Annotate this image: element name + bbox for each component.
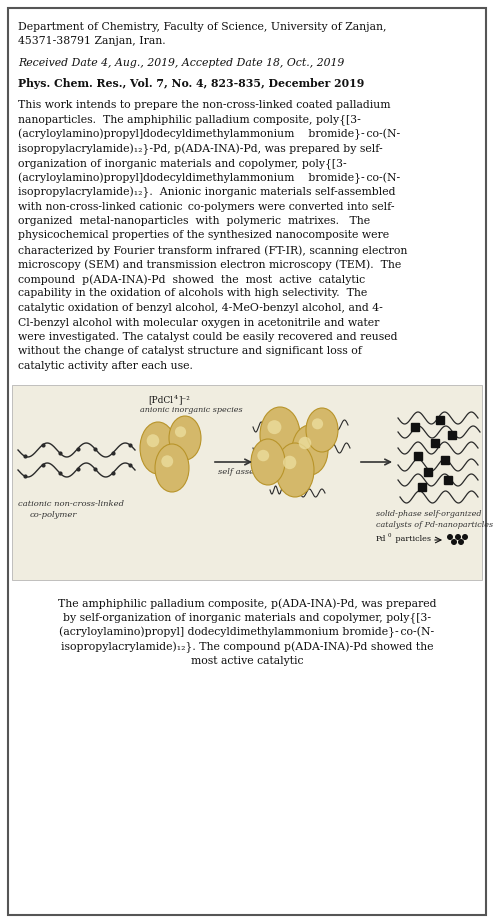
Ellipse shape (267, 420, 282, 434)
Text: catalysts of Pd-nanoparticles: catalysts of Pd-nanoparticles (376, 521, 493, 529)
Text: self assembly: self assembly (218, 468, 275, 476)
Ellipse shape (161, 455, 173, 467)
Text: compound  p(ADA-INA)-Pd  showed  the  most  active  catalytic: compound p(ADA-INA)-Pd showed the most a… (18, 274, 365, 284)
Bar (12, 385, 482, 580)
Text: Cl-benzyl alcohol with molecular oxygen in acetonitrile and water: Cl-benzyl alcohol with molecular oxygen … (18, 318, 379, 328)
Text: with non-cross-linked cationic  co-polymers were converted into self-: with non-cross-linked cationic co-polyme… (18, 201, 395, 211)
Text: (acryloylamino)propyl]dodecyldimethylammonium    bromide}- co-(N-: (acryloylamino)propyl]dodecyldimethylamm… (18, 173, 400, 184)
Bar (448, 431, 456, 439)
Text: anionic inorganic species: anionic inorganic species (140, 406, 243, 414)
Text: [PdCl: [PdCl (148, 395, 173, 404)
Text: organized  metal-nanoparticles  with  polymeric  matrixes.   The: organized metal-nanoparticles with polym… (18, 216, 370, 226)
Text: isopropylacrylamide)₁₂}-Pd, p(ADA-INA)-Pd, was prepared by self-: isopropylacrylamide)₁₂}-Pd, p(ADA-INA)-P… (18, 143, 383, 155)
Text: Phys. Chem. Res., Vol. 7, No. 4, 823-835, December 2019: Phys. Chem. Res., Vol. 7, No. 4, 823-835… (18, 78, 364, 89)
Text: capability in the oxidation of alcohols with high selectivity.  The: capability in the oxidation of alcohols … (18, 289, 367, 298)
Text: physicochemical properties of the synthesized nanocomposite were: physicochemical properties of the synthe… (18, 231, 389, 241)
Text: isopropylacrylamide)₁₂}.  Anionic inorganic materials self-assembled: isopropylacrylamide)₁₂}. Anionic inorgan… (18, 187, 396, 198)
Text: organization of inorganic materials and copolymer, poly{[3-: organization of inorganic materials and … (18, 158, 347, 169)
Bar (418, 483, 426, 491)
Circle shape (458, 539, 464, 545)
Circle shape (447, 534, 453, 540)
Text: (acryloylamino)propyl] dodecyldimethylammonium bromide}- co-(N-: (acryloylamino)propyl] dodecyldimethylam… (59, 627, 435, 639)
Ellipse shape (147, 434, 159, 448)
Ellipse shape (140, 422, 176, 474)
Ellipse shape (276, 443, 314, 497)
Text: Pd: Pd (376, 535, 386, 543)
Bar (444, 476, 452, 484)
Text: isopropylacrylamide)₁₂}. The compound p(ADA-INA)-Pd showed the: isopropylacrylamide)₁₂}. The compound p(… (61, 641, 433, 653)
Circle shape (451, 539, 457, 545)
Text: cationic non-cross-linked: cationic non-cross-linked (18, 500, 124, 508)
Ellipse shape (175, 426, 186, 438)
Text: without the change of catalyst structure and significant loss of: without the change of catalyst structure… (18, 346, 362, 356)
Ellipse shape (306, 408, 338, 452)
Text: characterized by Fourier transform infrared (FT-IR), scanning electron: characterized by Fourier transform infra… (18, 245, 408, 256)
Circle shape (462, 534, 468, 540)
Ellipse shape (299, 437, 311, 450)
Ellipse shape (169, 416, 201, 460)
Text: catalytic activity after each use.: catalytic activity after each use. (18, 361, 193, 371)
Text: solid-phase self-organized: solid-phase self-organized (376, 510, 482, 518)
Bar (431, 439, 439, 447)
Text: Department of Chemistry, Faculty of Science, University of Zanjan,: Department of Chemistry, Faculty of Scie… (18, 22, 386, 32)
Bar (436, 416, 444, 424)
Text: 45371-38791 Zanjan, Iran.: 45371-38791 Zanjan, Iran. (18, 36, 165, 46)
Bar (414, 452, 422, 460)
Bar (424, 468, 432, 476)
Text: The amphiphilic palladium composite, p(ADA-INA)-Pd, was prepared: The amphiphilic palladium composite, p(A… (58, 598, 436, 608)
Text: were investigated. The catalyst could be easily recovered and reused: were investigated. The catalyst could be… (18, 332, 398, 342)
Text: by self-organization of inorganic materials and copolymer, poly{[3-: by self-organization of inorganic materi… (63, 613, 431, 623)
Text: nanoparticles.  The amphiphilic palladium composite, poly{[3-: nanoparticles. The amphiphilic palladium… (18, 114, 361, 126)
Text: 0: 0 (388, 533, 392, 538)
Ellipse shape (312, 418, 323, 429)
Text: Received Date 4, Aug., 2019, Accepted Date 18, Oct., 2019: Received Date 4, Aug., 2019, Accepted Da… (18, 58, 344, 68)
Ellipse shape (155, 444, 189, 492)
Ellipse shape (260, 407, 300, 463)
Bar (441, 456, 449, 464)
Text: 4: 4 (174, 395, 178, 400)
Text: particles: particles (393, 535, 431, 543)
Ellipse shape (283, 456, 296, 469)
Text: most active catalytic: most active catalytic (191, 656, 303, 666)
Text: This work intends to prepare the non-cross-linked coated palladium: This work intends to prepare the non-cro… (18, 100, 390, 110)
Text: (acryloylamino)propyl]dodecyldimethylammonium    bromide}- co-(N-: (acryloylamino)propyl]dodecyldimethylamm… (18, 129, 400, 140)
Ellipse shape (257, 450, 269, 462)
Bar (411, 423, 419, 431)
Text: co-polymer: co-polymer (30, 511, 78, 519)
Text: ]⁻²: ]⁻² (178, 395, 190, 404)
Text: microscopy (SEM) and transmission electron microscopy (TEM).  The: microscopy (SEM) and transmission electr… (18, 259, 401, 270)
Circle shape (455, 534, 461, 540)
Ellipse shape (251, 439, 285, 485)
Ellipse shape (292, 425, 328, 475)
Text: catalytic oxidation of benzyl alcohol, 4-MeO-benzyl alcohol, and 4-: catalytic oxidation of benzyl alcohol, 4… (18, 303, 383, 313)
